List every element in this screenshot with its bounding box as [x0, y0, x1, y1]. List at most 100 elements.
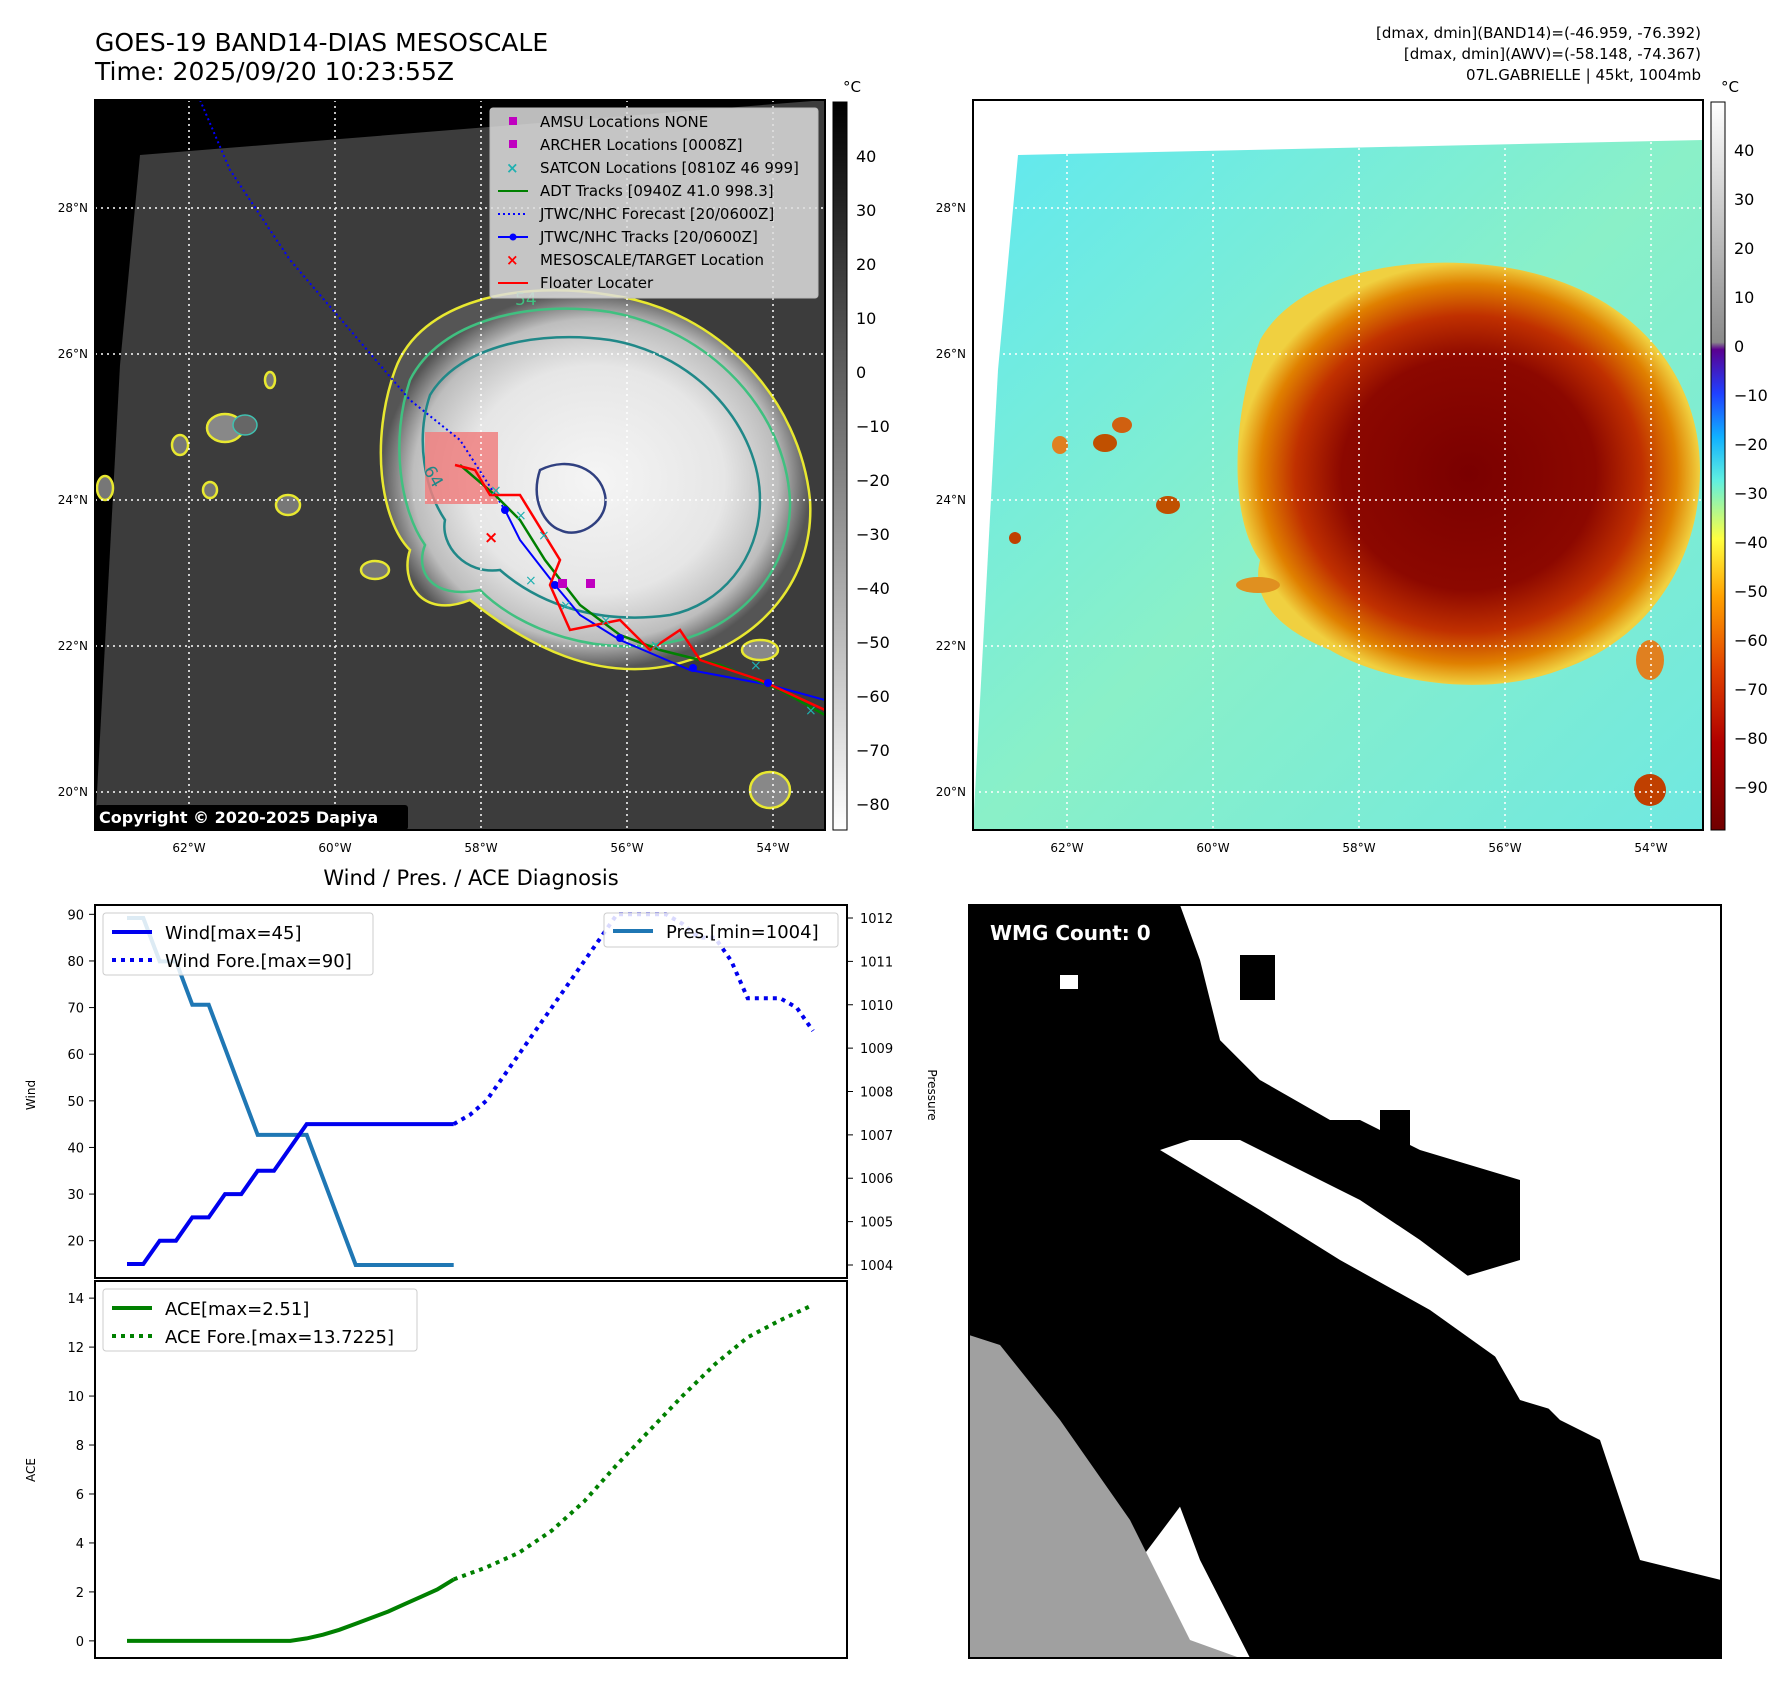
color-cell [1636, 640, 1664, 680]
pressure-legend-box [603, 912, 839, 948]
convective-cell [232, 414, 258, 436]
legend-satcon-marker: × [506, 159, 519, 177]
cb-tick: −50 [856, 633, 890, 652]
wmg-count-label: WMG Count: 0 [990, 921, 1151, 945]
svg-text:×: × [650, 638, 662, 654]
wmg-panel: WMG Count: 0 [968, 904, 1722, 1659]
tick-label: 1012 [860, 912, 893, 927]
cb-tick: 10 [1734, 288, 1754, 307]
lat-labels-left: 28°N 26°N 24°N 22°N 20°N [58, 201, 88, 799]
legend-box [489, 107, 819, 299]
wind-tick-labels: 90 80 70 60 50 40 30 20 [67, 908, 95, 1250]
track-points [501, 506, 772, 687]
lat-label: 22°N [936, 639, 966, 653]
tick-label: 1005 [860, 1216, 893, 1231]
cb-tick: −30 [856, 525, 890, 544]
lat-label: 20°N [936, 785, 966, 799]
cb-tick: −90 [1734, 778, 1768, 797]
cb-tick: −10 [856, 417, 890, 436]
convective-cell [740, 638, 780, 662]
pressure-tick-labels: 1012 1011 1010 1009 1008 1007 1006 1005 1004 [847, 912, 893, 1274]
lat-label: 26°N [58, 347, 88, 361]
copyright-text: Copyright © 2020-2025 Dapiya [99, 808, 378, 827]
legend-pres-text: Pres.[min=1004] [666, 922, 819, 943]
lon-label: 54°W [1634, 841, 1667, 855]
colorbar-right-bar [1710, 101, 1726, 831]
lat-label: 22°N [58, 639, 88, 653]
cb-tick: 20 [856, 255, 876, 274]
convective-cell [263, 370, 277, 390]
tick-label: 40 [67, 1142, 84, 1157]
map-frame [94, 99, 826, 831]
legend-target-marker: × [506, 251, 519, 269]
wmg-frame [968, 904, 1722, 1659]
cb-tick: −40 [856, 579, 890, 598]
target-location-marker: × [484, 528, 498, 548]
cb-tick: −60 [856, 687, 890, 706]
convective-cell [359, 559, 391, 581]
lon-labels-right: 62°W 60°W 58°W 56°W 54°W [1050, 841, 1667, 855]
series-line-ace-fore [453, 1303, 814, 1582]
lat-label: 28°N [936, 201, 966, 215]
svg-text:×: × [750, 658, 762, 674]
cb-tick: 30 [1734, 190, 1754, 209]
color-cell [1634, 774, 1666, 806]
color-map-frame [972, 99, 1704, 831]
copyright-box [95, 805, 408, 830]
legend-ace-text: ACE[max=2.51] [165, 1299, 309, 1320]
cb-tick: 30 [856, 201, 876, 220]
wind-legend: Wind[max=45] Wind Fore.[max=90] [102, 912, 374, 976]
ace-legend-box [102, 1288, 418, 1352]
cb-tick: 0 [856, 363, 866, 382]
lat-label: 26°N [936, 347, 966, 361]
legend-wind-text: Wind[max=45] [165, 923, 302, 944]
lon-label: 62°W [1050, 841, 1083, 855]
svg-text:×: × [560, 598, 572, 614]
pressure-legend: Pres.[min=1004] [603, 912, 839, 948]
tick-label: 1008 [860, 1086, 893, 1101]
tick-label: 0 [76, 1635, 84, 1650]
color-cell [1052, 436, 1068, 454]
convective-cell [748, 770, 792, 810]
colorbar-left-bar [832, 101, 848, 831]
cb-tick: −10 [1734, 386, 1768, 405]
ir-map-panel: × ××××××××× 54 64 AMSU Locations NONE AR… [94, 99, 826, 831]
cb-tick: −20 [1734, 435, 1768, 454]
tick-label: 20 [67, 1235, 84, 1250]
tick-label: 70 [67, 1002, 84, 1017]
cb-tick: 10 [856, 309, 876, 328]
lon-label: 58°W [464, 841, 497, 855]
tick-label: 2 [76, 1586, 84, 1601]
lat-label: 24°N [58, 493, 88, 507]
tick-label: 50 [67, 1095, 84, 1110]
lat-label: 24°N [936, 493, 966, 507]
svg-text:×: × [525, 573, 537, 589]
legend-ace-fore-text: ACE Fore.[max=13.7225] [165, 1327, 394, 1348]
tick-label: 60 [67, 1048, 84, 1063]
legend-target: MESOSCALE/TARGET Location [540, 251, 764, 269]
lon-label: 58°W [1342, 841, 1375, 855]
cb-tick: −50 [1734, 582, 1768, 601]
tick-label: 1011 [860, 955, 893, 970]
colorbar-right-ticks: 40 30 20 10 0 −10 −20 −30 −40 −50 −60 −7… [1734, 141, 1768, 797]
contour-54 [398, 307, 792, 648]
archer-location [558, 579, 567, 588]
wind-series-group [127, 912, 815, 1267]
cb-tick: −60 [1734, 631, 1768, 650]
lon-label: 56°W [1488, 841, 1521, 855]
info-storm: 07L.GABRIELLE | 45kt, 1004mb [1466, 66, 1701, 84]
tick-label: 1004 [860, 1259, 893, 1274]
wmg-warm-pocket [1220, 1000, 1420, 1120]
color-cell [1112, 417, 1132, 433]
legend-wind-fore-text: Wind Fore.[max=90] [165, 951, 352, 972]
tick-label: 10 [67, 1390, 84, 1405]
color-cell [1093, 434, 1117, 452]
cb-tick: 40 [1734, 141, 1754, 160]
info-band14: [dmax, dmin](BAND14)=(-46.959, -76.392) [1376, 24, 1701, 42]
wmg-warm-region [1160, 1140, 1721, 1580]
cb-tick: −40 [1734, 533, 1768, 552]
observed-track-line [504, 509, 825, 701]
wind-ylabel: Wind [24, 1080, 38, 1110]
ace-tick-labels: 14 12 10 8 6 4 2 0 [67, 1292, 95, 1650]
